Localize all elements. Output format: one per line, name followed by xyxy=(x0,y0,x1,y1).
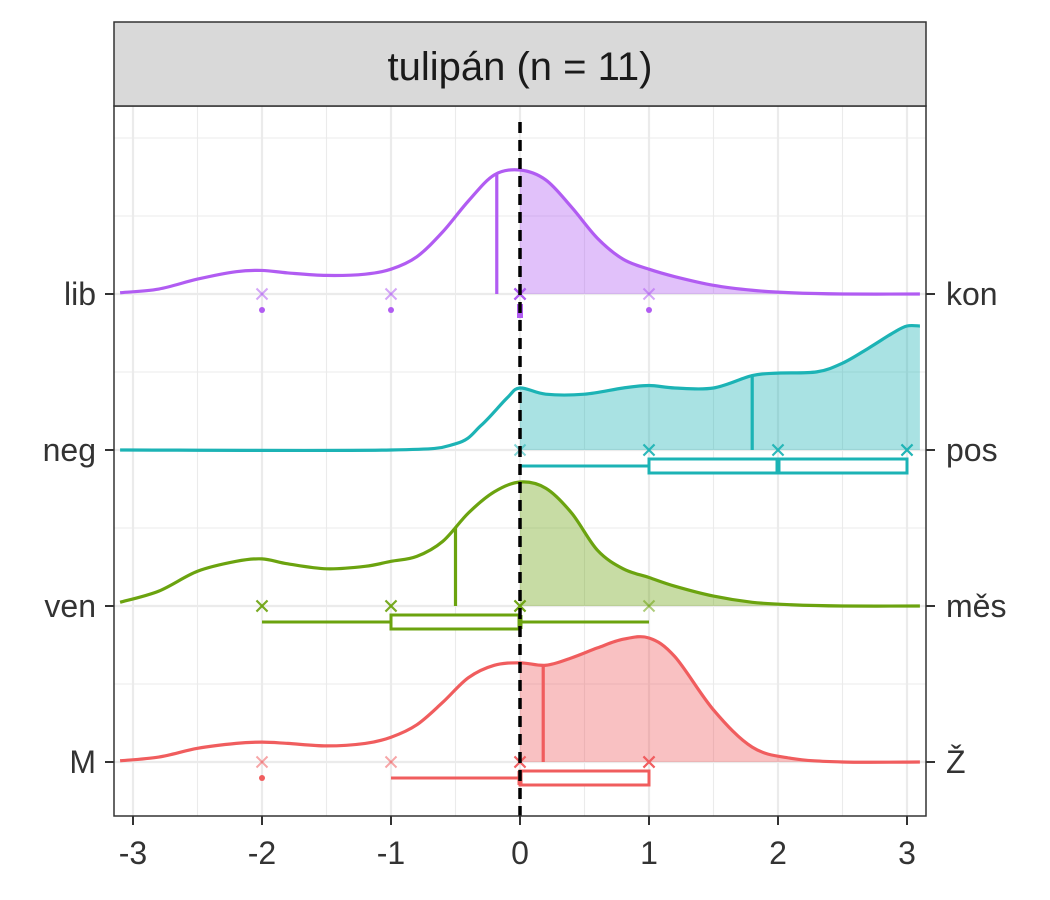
ridge-ven xyxy=(119,480,920,631)
x-tick-label: 2 xyxy=(769,835,787,871)
y-label-right: Ž xyxy=(946,744,966,780)
y-label-left: lib xyxy=(64,276,96,312)
y-label-left: neg xyxy=(43,432,96,468)
outlier-point xyxy=(388,307,394,313)
x-tick-label: 1 xyxy=(640,835,658,871)
density-curve xyxy=(119,480,920,608)
ridge-neg xyxy=(120,323,920,475)
x-tick-label: -3 xyxy=(119,835,147,871)
data-point xyxy=(384,755,398,769)
x-tick-label: -2 xyxy=(248,835,276,871)
y-label-right: kon xyxy=(946,276,998,312)
data-point xyxy=(642,287,656,301)
chart-title: tulipán (n = 11) xyxy=(388,45,653,89)
outlier-point xyxy=(646,307,652,313)
box-iqr xyxy=(518,769,651,787)
data-point xyxy=(384,287,398,301)
y-axis-left: lib neg ven M xyxy=(43,276,114,780)
y-label-right: měs xyxy=(946,588,1006,624)
data-point xyxy=(642,755,656,769)
data-point xyxy=(642,443,656,457)
x-tick-label: -1 xyxy=(377,835,405,871)
data-point xyxy=(642,599,656,613)
x-tick-label: 3 xyxy=(898,835,916,871)
box-iqr xyxy=(389,613,522,631)
data-point xyxy=(255,599,269,613)
outlier-point xyxy=(259,307,265,313)
outlier-point xyxy=(259,775,265,781)
facet-strip: tulipán (n = 11) xyxy=(113,21,927,107)
y-label-right: pos xyxy=(946,432,998,468)
density-curve xyxy=(119,635,920,764)
data-point xyxy=(513,599,527,613)
data-point xyxy=(771,443,785,457)
density-area xyxy=(520,481,920,606)
data-point xyxy=(255,755,269,769)
data-point xyxy=(900,443,914,457)
data-point xyxy=(255,287,269,301)
x-axis: -3 -2 -1 0 1 2 3 xyxy=(119,816,916,871)
density-curve xyxy=(120,323,920,453)
plot-panel xyxy=(113,105,927,817)
x-tick-label: 0 xyxy=(511,835,529,871)
density-curve xyxy=(119,168,920,296)
y-label-left: ven xyxy=(44,588,96,624)
density-area xyxy=(520,636,920,762)
y-label-left: M xyxy=(69,744,96,780)
y-axis-right: kon pos měs Ž xyxy=(926,276,1006,780)
density-area xyxy=(520,170,920,294)
ridges xyxy=(119,168,920,787)
data-point xyxy=(384,599,398,613)
